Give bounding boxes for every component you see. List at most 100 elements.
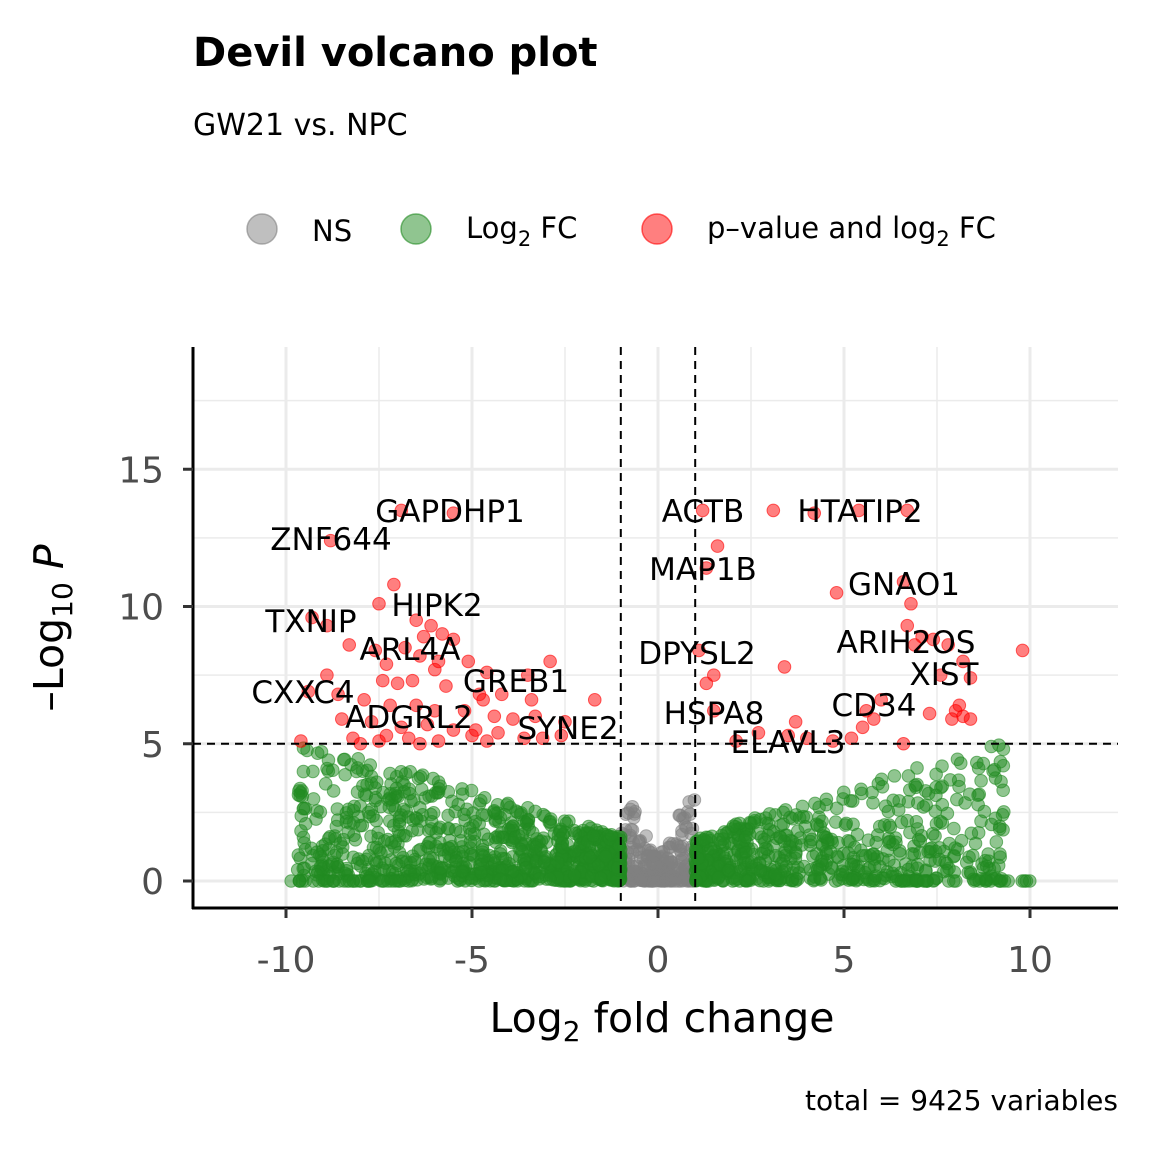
log2fc-point [487, 803, 501, 818]
significant-point [446, 632, 461, 647]
significant-point [446, 506, 461, 520]
log2fc-point [773, 830, 788, 845]
significant-point [751, 725, 766, 740]
log2fc-point [869, 835, 883, 850]
log2fc-point [369, 790, 383, 805]
y-tick-label: 10 [118, 588, 164, 629]
significant-points [294, 503, 1030, 751]
significant-point [439, 679, 453, 693]
significant-point [517, 731, 531, 746]
log2fc-point [604, 828, 619, 842]
significant-point [394, 503, 409, 518]
significant-point [387, 577, 401, 592]
log2fc-point [323, 829, 337, 844]
log2fc-point [1015, 874, 1029, 888]
significant-point [926, 632, 941, 647]
log2fc-point [422, 836, 436, 850]
log2fc-point [914, 829, 929, 843]
log2fc-point [424, 871, 439, 885]
ns-point [660, 851, 675, 866]
significant-point [800, 731, 814, 746]
significant-point [480, 734, 494, 748]
log2fc-point [814, 854, 828, 868]
log2fc-point [475, 807, 490, 822]
significant-point [424, 618, 438, 633]
log2fc-point [291, 848, 306, 862]
ns-point [676, 811, 690, 826]
log2fc-point [326, 784, 341, 798]
log2fc-point [526, 826, 540, 840]
legend-label: NS [312, 214, 352, 248]
log2fc-point [868, 869, 883, 883]
significant-point [695, 503, 710, 518]
x-tick-label: 10 [1007, 940, 1053, 981]
significant-point [587, 693, 602, 707]
log2fc-point [349, 764, 364, 779]
significant-point [852, 503, 866, 518]
log2fc-point [384, 835, 399, 850]
legend-key-1 [246, 213, 278, 245]
significant-point [788, 714, 803, 729]
log2fc-point [477, 790, 492, 805]
log2fc-point [342, 874, 357, 888]
log2fc-point [586, 828, 601, 843]
legend-key-2 [400, 213, 432, 245]
log2fc-point [892, 844, 907, 858]
log2fc-point [309, 812, 323, 826]
significant-point [543, 654, 557, 669]
significant-point [420, 717, 435, 732]
significant-point [554, 728, 569, 743]
significant-point [922, 706, 937, 721]
significant-point [900, 618, 915, 633]
y-axis-title: –Log10 P [25, 544, 79, 711]
log2fc-point [761, 828, 775, 843]
significant-point [1015, 643, 1030, 658]
log2fc-point [421, 853, 436, 867]
log2fc-point [758, 841, 773, 856]
log2fc-point [347, 799, 362, 814]
significant-point [933, 668, 948, 682]
legend-label: Log2 FC [466, 211, 577, 251]
log2fc-point [355, 818, 370, 833]
gene-label: SYNE2 [517, 711, 618, 747]
ns-point [628, 804, 642, 819]
gene-label: ARIH2OS [836, 625, 975, 661]
log2fc-point [953, 756, 968, 770]
significant-point [446, 723, 461, 737]
log2fc-point [726, 819, 741, 833]
log2fc-point [759, 816, 774, 830]
log2fc-point [371, 825, 385, 840]
log2fc-point [537, 855, 551, 869]
log2fc-point [306, 848, 320, 863]
log2fc-point [391, 789, 405, 804]
significant-point [398, 640, 412, 655]
significant-point [301, 684, 316, 699]
log2fc-point [583, 850, 597, 865]
significant-point [428, 662, 442, 677]
log2fc-point [697, 832, 711, 847]
chart-subtitle: GW21 vs. NPC [193, 108, 408, 143]
log2fc-point [804, 832, 819, 847]
log2fc-point [501, 796, 515, 811]
significant-point [431, 734, 446, 748]
log2fc-point [900, 813, 915, 828]
log2fc-point [493, 872, 508, 886]
log2fc-point [306, 792, 321, 806]
log2fc-point [528, 840, 543, 854]
log2fc-point [971, 788, 985, 802]
log2fc-point [294, 809, 309, 823]
log2fc-point [910, 861, 925, 875]
log2fc-point [739, 830, 753, 844]
log2fc-point [411, 771, 426, 786]
legend: NS Log2 FC p–value and log2 FC [246, 211, 996, 251]
log2fc-point [351, 852, 366, 866]
log2fc-point [310, 746, 325, 760]
gene-label: HTATIP2 [797, 494, 922, 530]
log2fc-point [792, 811, 807, 825]
log2fc-point [336, 752, 351, 767]
log2fc-point [405, 849, 420, 863]
log2fc-point [793, 831, 807, 845]
gene-label: GAPDHP1 [375, 494, 525, 530]
significant-point [320, 618, 334, 633]
log2fc-point [935, 759, 949, 773]
